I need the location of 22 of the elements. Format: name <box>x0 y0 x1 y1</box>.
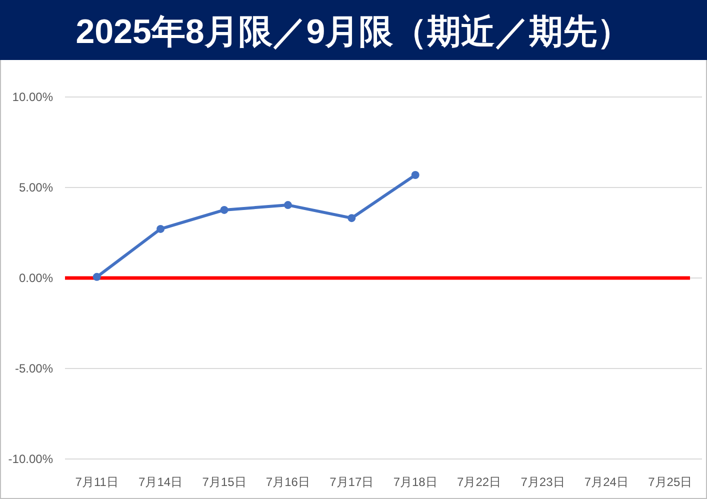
x-tick-label: 7月16日 <box>266 475 310 489</box>
x-tick-label: 7月17日 <box>330 475 374 489</box>
y-tick-label: 0.00% <box>18 271 54 285</box>
point <box>156 224 165 233</box>
x-tick-label: 7月15日 <box>202 475 246 489</box>
point <box>411 171 420 180</box>
point <box>220 206 228 214</box>
title: 2025年8月限／9月限（期近／期先） <box>76 13 632 51</box>
point <box>284 201 292 210</box>
x-tick-label: 7月25日 <box>648 475 692 489</box>
y-tick-label: -10.00% <box>8 452 54 466</box>
x-tick-label: 7月22日 <box>457 475 502 489</box>
y-tick-label: 10.00% <box>12 90 54 104</box>
point <box>92 272 101 281</box>
y-tick-label: 5.00% <box>18 180 54 194</box>
x-tick-label: 7月14日 <box>138 475 183 489</box>
x-tick-label: 7月18日 <box>393 475 438 489</box>
x-tick-label: 7月11日 <box>75 475 118 489</box>
x-tick-label: 7月23日 <box>520 475 565 489</box>
point <box>348 214 356 222</box>
y-tick-label: -5.00% <box>14 362 54 376</box>
x-tick-label: 7月24日 <box>584 475 628 489</box>
